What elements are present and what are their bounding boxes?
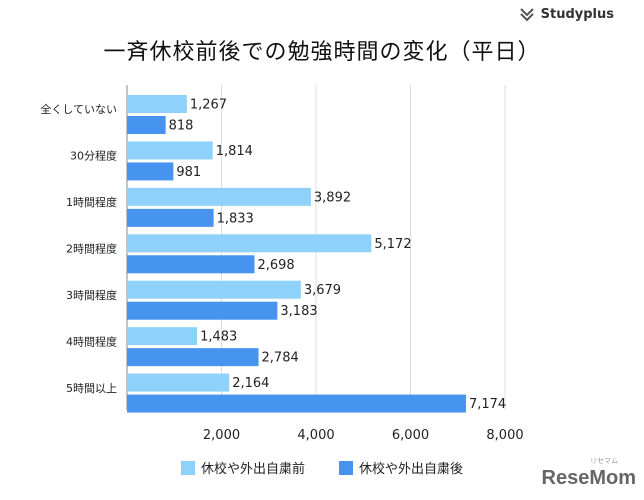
category-label: 全くしていない	[40, 102, 117, 116]
bar-after	[127, 255, 255, 274]
bar-before	[127, 141, 213, 160]
data-label: 3,183	[280, 304, 317, 319]
bar-before	[127, 280, 301, 299]
studyplus-icon	[519, 8, 534, 22]
bar-before	[127, 95, 187, 113]
x-tick-label: 2,000	[203, 428, 240, 443]
data-label: 2,784	[262, 351, 299, 366]
data-label: 818	[169, 119, 194, 134]
data-label: 981	[176, 165, 201, 180]
brand-name: Studyplus	[540, 6, 614, 22]
bar-after	[127, 394, 466, 413]
category-label: 2時間程度	[66, 242, 117, 256]
bar-after	[127, 348, 259, 367]
chart-title: 一斉休校前後での勉強時間の変化（平日）	[103, 40, 541, 65]
legend: 休校や外出自粛前 休校や外出自粛後	[0, 458, 644, 477]
bar-before	[127, 187, 311, 206]
data-label: 1,267	[190, 98, 227, 113]
legend-label-after: 休校や外出自粛後	[359, 462, 464, 477]
bar-after	[127, 162, 174, 181]
legend-swatch-after	[339, 460, 353, 475]
bar-before	[127, 234, 372, 253]
data-label: 2,164	[232, 376, 269, 391]
category-label: 4時間程度	[66, 334, 117, 348]
x-tick-label: 6,000	[392, 428, 429, 443]
category-label: 30分程度	[70, 149, 117, 163]
studyplus-logo: Studyplus	[519, 6, 614, 22]
bar-before	[127, 373, 230, 392]
bar-after	[127, 301, 278, 320]
watermark-sub: リセマム	[590, 457, 618, 465]
bar-before	[127, 327, 198, 346]
category-label: 5時間以上	[66, 382, 117, 395]
legend-label-before: 休校や外出自粛前	[200, 462, 305, 477]
data-label: 1,814	[216, 144, 253, 159]
bar-after	[127, 208, 214, 227]
data-label: 1,483	[200, 330, 237, 345]
x-tick-label: 4,000	[297, 428, 334, 443]
data-label: 7,174	[469, 397, 506, 412]
legend-swatch-before	[180, 460, 195, 475]
data-label: 3,892	[314, 190, 351, 205]
x-tick-label: 8,000	[486, 428, 523, 443]
data-label: 3,679	[304, 283, 341, 298]
data-label: 1,833	[217, 211, 254, 226]
legend-item-after: 休校や外出自粛後	[339, 458, 463, 477]
data-label: 5,172	[374, 237, 411, 252]
data-label: 2,698	[257, 258, 294, 273]
category-label: 1時間程度	[66, 195, 117, 209]
legend-item-before: 休校や外出自粛前	[180, 458, 305, 477]
bar-after	[127, 116, 166, 134]
category-label: 3時間程度	[66, 288, 117, 302]
resemom-watermark: ReseMom	[541, 467, 636, 489]
